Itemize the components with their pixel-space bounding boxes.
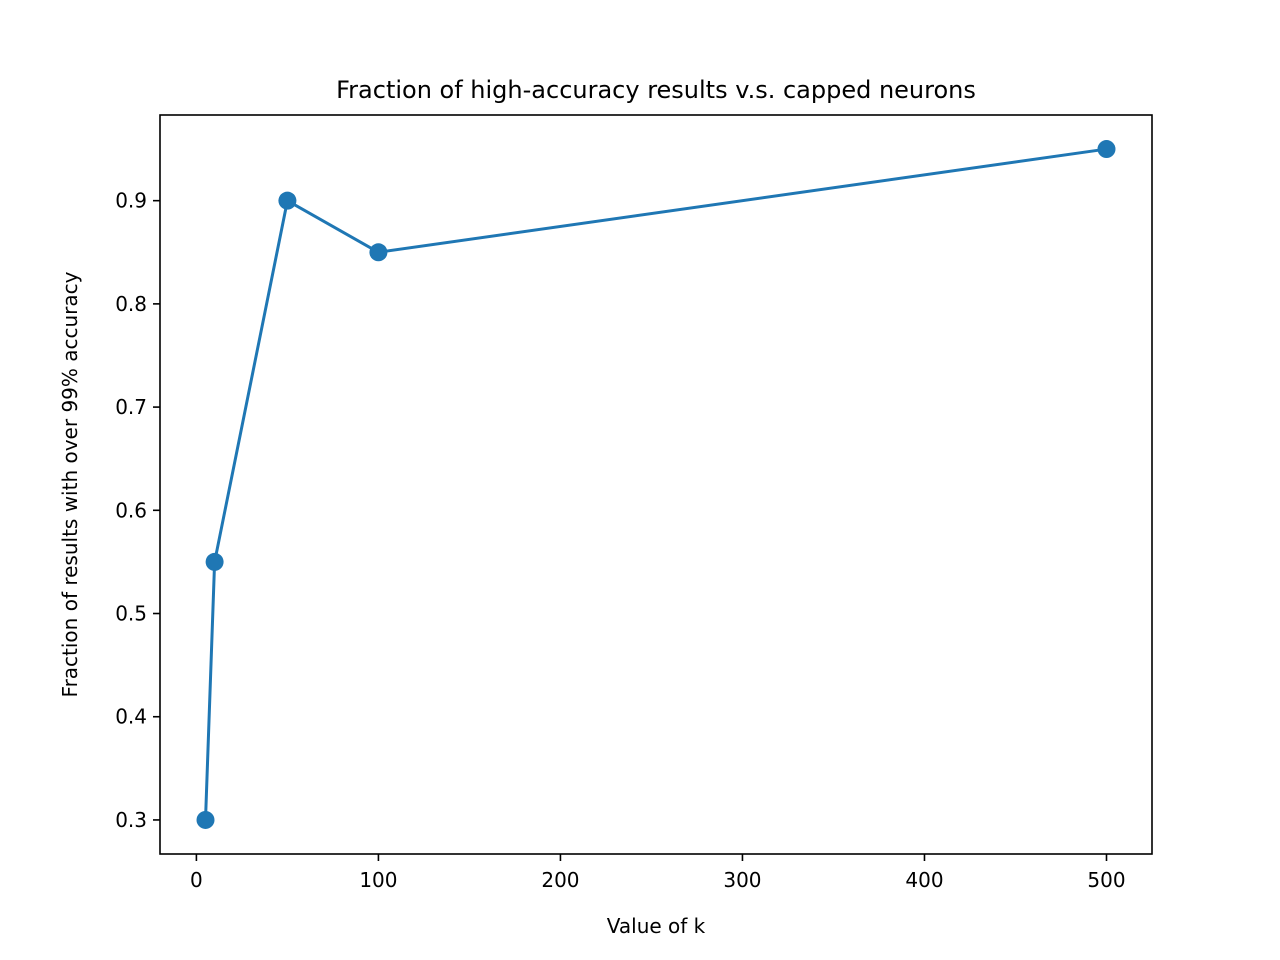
data-point — [369, 243, 388, 262]
plot-frame — [159, 114, 1153, 855]
y-axis-label: Fraction of results with over 99% accura… — [58, 271, 82, 697]
chart-title: Fraction of high-accuracy results v.s. c… — [336, 76, 976, 104]
x-tick-label: 300 — [723, 868, 761, 892]
y-tick-label: 0.5 — [115, 602, 147, 626]
y-tick-label: 0.3 — [115, 808, 147, 832]
y-tick-label: 0.9 — [115, 189, 147, 213]
y-tick-label: 0.7 — [115, 395, 147, 419]
data-point — [1097, 140, 1116, 159]
data-point — [196, 810, 215, 829]
x-axis-ticks: 0 100 200 300 400 500 — [190, 854, 1126, 892]
data-point — [205, 552, 224, 571]
x-tick-label: 500 — [1087, 868, 1125, 892]
y-tick-label: 0.4 — [115, 705, 147, 729]
x-tick-label: 0 — [190, 868, 203, 892]
x-axis-label: Value of k — [607, 914, 706, 938]
y-axis-ticks: 0.3 0.4 0.5 0.6 0.7 0.8 0.9 — [115, 189, 160, 832]
data-point — [278, 191, 297, 210]
x-tick-label: 200 — [541, 868, 579, 892]
x-tick-label: 400 — [905, 868, 943, 892]
y-tick-label: 0.6 — [115, 498, 147, 522]
y-tick-label: 0.8 — [115, 292, 147, 316]
x-tick-label: 100 — [359, 868, 397, 892]
series-layer — [196, 140, 1116, 829]
